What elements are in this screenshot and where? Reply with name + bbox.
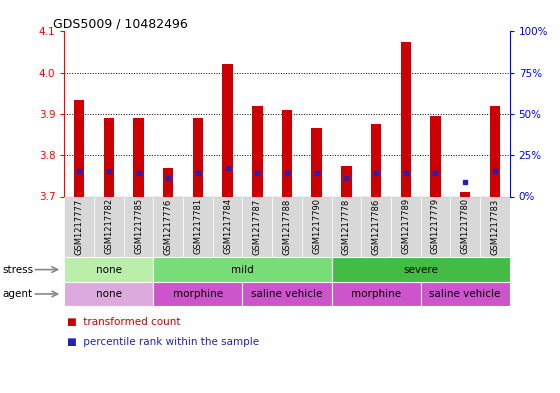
Text: GSM1217790: GSM1217790 <box>312 198 321 254</box>
Bar <box>460 193 470 196</box>
Bar <box>153 196 183 257</box>
Text: GSM1217782: GSM1217782 <box>104 198 114 254</box>
Text: GSM1217786: GSM1217786 <box>371 198 381 255</box>
Bar <box>421 196 450 257</box>
Bar <box>480 196 510 257</box>
Text: GSM1217788: GSM1217788 <box>282 198 292 255</box>
Text: saline vehicle: saline vehicle <box>430 289 501 299</box>
Bar <box>341 165 352 196</box>
Bar <box>302 196 332 257</box>
Bar <box>104 118 114 196</box>
Text: GSM1217778: GSM1217778 <box>342 198 351 255</box>
Bar <box>371 124 381 196</box>
Bar <box>421 282 510 306</box>
Text: GSM1217784: GSM1217784 <box>223 198 232 254</box>
Text: GSM1217783: GSM1217783 <box>490 198 500 255</box>
Text: none: none <box>96 289 122 299</box>
Bar <box>193 118 203 196</box>
Bar <box>153 257 332 282</box>
Text: GSM1217776: GSM1217776 <box>164 198 173 255</box>
Text: GDS5009 / 10482496: GDS5009 / 10482496 <box>53 18 188 31</box>
Bar <box>400 42 411 196</box>
Text: GSM1217787: GSM1217787 <box>253 198 262 255</box>
Bar <box>213 196 242 257</box>
Bar <box>282 110 292 196</box>
Text: severe: severe <box>403 264 438 275</box>
Text: GSM1217789: GSM1217789 <box>401 198 410 254</box>
Bar <box>311 129 322 196</box>
Bar <box>242 282 332 306</box>
Text: mild: mild <box>231 264 254 275</box>
Text: morphine: morphine <box>351 289 401 299</box>
Bar <box>332 282 421 306</box>
Bar <box>74 99 85 196</box>
Text: ■  percentile rank within the sample: ■ percentile rank within the sample <box>67 336 259 347</box>
Bar <box>64 257 153 282</box>
Bar <box>332 257 510 282</box>
Text: none: none <box>96 264 122 275</box>
Bar <box>94 196 124 257</box>
Bar <box>430 116 441 196</box>
Text: GSM1217781: GSM1217781 <box>193 198 203 254</box>
Bar <box>183 196 213 257</box>
Bar <box>133 118 144 196</box>
Text: morphine: morphine <box>173 289 223 299</box>
Bar <box>272 196 302 257</box>
Text: GSM1217785: GSM1217785 <box>134 198 143 254</box>
Bar <box>163 167 174 196</box>
Text: GSM1217777: GSM1217777 <box>74 198 84 255</box>
Bar <box>361 196 391 257</box>
Bar <box>450 196 480 257</box>
Text: saline vehicle: saline vehicle <box>251 289 323 299</box>
Bar <box>153 282 242 306</box>
Text: GSM1217780: GSM1217780 <box>460 198 470 254</box>
Bar <box>242 196 272 257</box>
Bar <box>124 196 153 257</box>
Text: ■  transformed count: ■ transformed count <box>67 317 181 327</box>
Bar <box>489 106 500 196</box>
Text: agent: agent <box>3 289 33 299</box>
Text: GSM1217779: GSM1217779 <box>431 198 440 254</box>
Bar <box>391 196 421 257</box>
Bar <box>64 282 153 306</box>
Bar <box>64 196 94 257</box>
Bar <box>222 64 233 196</box>
Bar <box>332 196 361 257</box>
Bar <box>252 106 263 196</box>
Text: stress: stress <box>3 264 34 275</box>
